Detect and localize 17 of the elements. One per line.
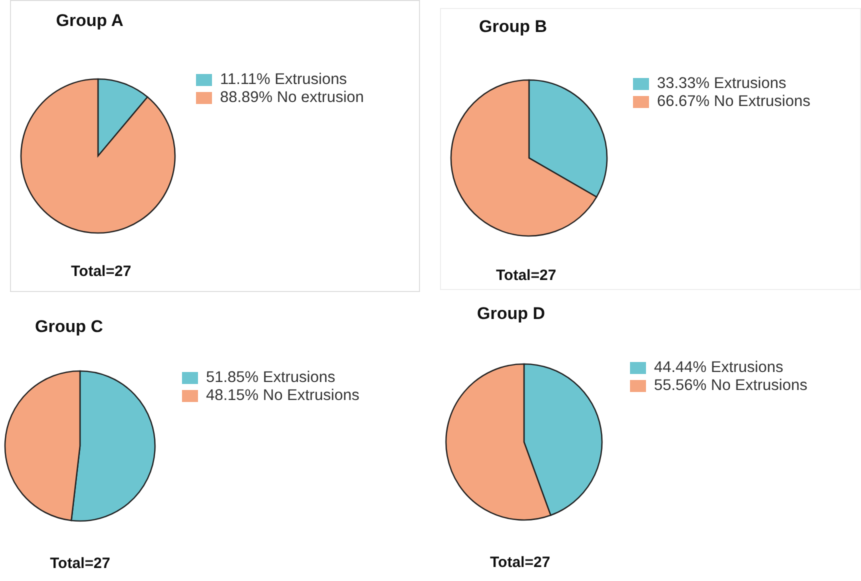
legend-label: 11.11% Extrusions xyxy=(220,71,347,88)
chart-title: Group C xyxy=(35,317,103,337)
text: Total=27 xyxy=(71,263,132,280)
legend-label: 66.67% No Extrusions xyxy=(657,93,810,110)
text: Total=27 xyxy=(490,554,550,571)
chart-title: Group D xyxy=(477,304,545,324)
legend-label: 51.85% Extrusions xyxy=(206,369,336,386)
legend-label: 44.44% Extrusions xyxy=(654,359,784,376)
chart-title: Group A xyxy=(56,11,124,31)
legend-label: 48.15% No Extrusions xyxy=(206,387,360,404)
pie-slice xyxy=(20,78,176,234)
legend-label: 55.56% No Extrusions xyxy=(654,377,808,394)
text: Total=27 xyxy=(496,267,556,284)
chart-title: Group B xyxy=(479,17,547,37)
legend-label: 33.33% Extrusions xyxy=(657,75,786,92)
legend-label: 88.89% No extrusion xyxy=(220,89,364,106)
text: Total=27 xyxy=(50,555,110,572)
